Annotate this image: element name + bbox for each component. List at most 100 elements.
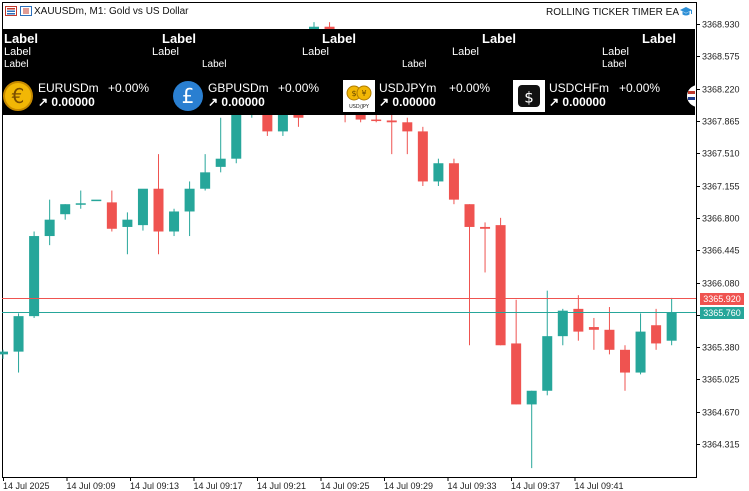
bear-candle bbox=[106, 202, 117, 229]
dollar-square-icon: $ bbox=[513, 80, 545, 112]
ticker-price: ↗ 0.00000 bbox=[38, 95, 95, 109]
label-text: Label bbox=[322, 31, 356, 46]
ticker-price: ↗ 0.00000 bbox=[549, 95, 606, 109]
x-tick-label: 14 Jul 2025 bbox=[3, 481, 50, 491]
trend-up-icon: ↗ bbox=[38, 95, 49, 109]
y-tick-label: 3365.380 bbox=[702, 343, 740, 353]
ticker-symbol: EURUSDm bbox=[38, 81, 99, 95]
label-text: Label bbox=[162, 31, 196, 46]
bear-candle bbox=[448, 163, 459, 200]
bull-candle bbox=[60, 204, 71, 215]
bull-candle bbox=[169, 211, 180, 232]
label-text: Label bbox=[602, 46, 629, 58]
label-text: Label bbox=[602, 59, 627, 70]
y-tick-label: 3366.445 bbox=[702, 246, 740, 256]
x-tick-label: 14 Jul 09:37 bbox=[511, 481, 560, 491]
svg-text:$: $ bbox=[524, 89, 534, 107]
bull-candle bbox=[184, 188, 195, 212]
y-tick-label: 3364.670 bbox=[702, 408, 740, 418]
bear-candle bbox=[495, 225, 506, 346]
svg-text:£: £ bbox=[182, 84, 195, 108]
y-tick-label: 3368.930 bbox=[702, 20, 740, 30]
y-tick-label: 3366.800 bbox=[702, 214, 740, 224]
bid-price-tag: 3365.760 bbox=[700, 306, 744, 319]
bull-candle bbox=[200, 172, 211, 189]
svg-text:¥: ¥ bbox=[361, 89, 366, 98]
x-tick-label: 14 Jul 09:13 bbox=[130, 481, 179, 491]
bull-candle bbox=[122, 219, 133, 227]
x-tick-label: 14 Jul 09:41 bbox=[575, 481, 624, 491]
ticker-symbol: USDJPYm bbox=[379, 81, 437, 95]
bull-candle bbox=[44, 219, 55, 237]
label-text: Label bbox=[4, 31, 38, 46]
y-tick-label: 3365.025 bbox=[702, 375, 740, 385]
bull-candle bbox=[0, 351, 8, 355]
svg-text:€: € bbox=[12, 84, 25, 108]
ticker-price-value: 0.00000 bbox=[221, 95, 265, 109]
ticker-change: +0.00% bbox=[619, 81, 661, 95]
bull-candle bbox=[557, 310, 568, 337]
chart-menu-icon[interactable] bbox=[20, 6, 32, 16]
graduation-cap-icon[interactable] bbox=[679, 6, 693, 18]
euro-coin-icon: € bbox=[3, 81, 33, 111]
y-tick-label: 3367.510 bbox=[702, 149, 740, 159]
bear-candle bbox=[651, 325, 662, 344]
ticker-change: +0.00% bbox=[108, 81, 150, 95]
usdjpy-icon-caption: USD/JPY bbox=[349, 104, 370, 110]
ticker-panel: Label Label Label Label Label Label Labe… bbox=[2, 29, 695, 115]
y-tick-label: 3368.575 bbox=[702, 52, 740, 62]
bull-candle bbox=[635, 331, 646, 373]
bear-candle bbox=[402, 122, 413, 132]
expert-advisor-name[interactable]: ROLLING TICKER TIMER EA bbox=[546, 7, 679, 18]
label-text: Label bbox=[4, 59, 29, 70]
x-tick-label: 14 Jul 09:33 bbox=[448, 481, 497, 491]
ticker-item-gbpusdm[interactable]: £ GBPUSDm +0.00% ↗ 0.00000 bbox=[172, 79, 337, 114]
chart-title: XAUUSDm, M1: Gold vs US Dollar bbox=[34, 6, 189, 17]
bear-candle bbox=[386, 120, 397, 123]
bull-candle bbox=[137, 188, 148, 226]
svg-text:$: $ bbox=[351, 89, 356, 98]
bull-candle bbox=[13, 316, 24, 352]
bull-candle bbox=[542, 336, 553, 391]
label-text: Label bbox=[482, 31, 516, 46]
ticker-item-usdjpym[interactable]: $ ¥ USD/JPY USDJPYm +0.00% ↗ 0.00000 bbox=[343, 79, 508, 114]
plot-frame bbox=[2, 2, 697, 478]
bull-candle bbox=[433, 163, 444, 182]
bull-candle bbox=[91, 199, 102, 202]
bear-candle bbox=[573, 308, 584, 332]
bull-candle bbox=[215, 158, 226, 167]
ticker-change: +0.00% bbox=[449, 81, 491, 95]
x-tick-label: 14 Jul 09:17 bbox=[194, 481, 243, 491]
pound-icon: £ bbox=[173, 81, 203, 111]
bull-candle bbox=[666, 312, 677, 341]
partial-flag-icon bbox=[687, 85, 695, 107]
ticker-item-usdchfm[interactable]: $ USDCHFm +0.00% ↗ 0.00000 bbox=[513, 79, 678, 114]
y-tick-label: 3368.220 bbox=[702, 85, 740, 95]
bear-candle bbox=[417, 131, 428, 182]
x-tick-label: 14 Jul 09:09 bbox=[67, 481, 116, 491]
usdjpy-coins-icon: $ ¥ USD/JPY bbox=[343, 80, 375, 112]
ticker-price-value: 0.00000 bbox=[392, 95, 436, 109]
ticker-item-eurusdm[interactable]: € EURUSDm +0.00% ↗ 0.00000 bbox=[2, 79, 167, 114]
label-text: Label bbox=[452, 46, 479, 58]
trend-up-icon: ↗ bbox=[379, 95, 390, 109]
ticker-price-value: 0.00000 bbox=[51, 95, 95, 109]
bear-candle bbox=[371, 119, 382, 122]
x-tick-label: 14 Jul 09:21 bbox=[257, 481, 306, 491]
chart-list-icon[interactable] bbox=[5, 6, 17, 16]
bear-candle bbox=[588, 327, 599, 330]
y-tick-label: 3367.155 bbox=[702, 182, 740, 192]
y-tick-label: 3367.865 bbox=[702, 117, 740, 127]
ticker-change: +0.00% bbox=[278, 81, 320, 95]
ticker-price-value: 0.00000 bbox=[562, 95, 606, 109]
bear-candle bbox=[464, 204, 475, 227]
label-text: Label bbox=[4, 46, 31, 58]
bull-candle bbox=[29, 236, 40, 317]
label-text: Label bbox=[642, 31, 676, 46]
bear-candle bbox=[511, 343, 522, 405]
label-text: Label bbox=[402, 59, 427, 70]
ticker-price: ↗ 0.00000 bbox=[208, 95, 265, 109]
ticker-symbol: USDCHFm bbox=[549, 81, 609, 95]
bull-candle bbox=[75, 203, 86, 205]
